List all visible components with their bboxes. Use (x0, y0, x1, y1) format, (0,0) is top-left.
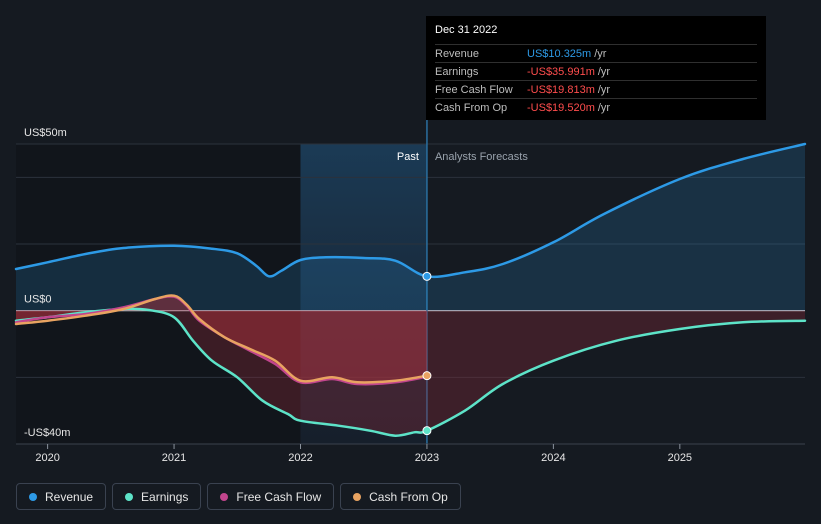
x-axis-label: 2023 (415, 452, 439, 464)
legend-item-earnings[interactable]: Earnings (112, 483, 202, 510)
tooltip-series-name: Revenue (435, 47, 480, 60)
forecast-label: Analysts Forecasts (435, 151, 528, 163)
y-axis-label: -US$40m (24, 427, 70, 439)
tooltip-series-value: -US$19.813m (527, 83, 595, 96)
past-label: Past (397, 151, 419, 163)
x-axis-label: 2025 (668, 452, 692, 464)
highlight-region (300, 144, 427, 444)
earnings-area (16, 308, 805, 436)
revenue-area (16, 144, 805, 311)
tooltip-row-free-cash-flow: Free Cash Flow -US$19.813m /yr (435, 80, 757, 98)
tooltip-series-unit: /yr (597, 65, 611, 78)
y-axis-label: US$50m (24, 127, 67, 139)
legend-label: Revenue (45, 489, 94, 504)
x-axis-label: 2022 (288, 452, 312, 464)
revenue-line (14, 142, 807, 279)
tooltip-row-revenue: Revenue US$10.325m /yr (435, 44, 757, 62)
tooltip-row-earnings: Earnings -US$35.991m /yr (435, 62, 757, 80)
legend-item-cash-from-op[interactable]: Cash From Op (340, 483, 461, 510)
legend-dot-icon (125, 492, 134, 501)
legend-label: Free Cash Flow (236, 489, 322, 504)
legend-dot-icon (353, 492, 362, 501)
tooltip-series-name: Earnings (435, 65, 479, 78)
legend-label: Earnings (141, 489, 189, 504)
legend-item-revenue[interactable]: Revenue (16, 483, 107, 510)
earnings-line (14, 307, 807, 437)
tooltip-series-unit: /yr (597, 101, 611, 114)
tooltip-series-value: -US$19.520m (527, 101, 595, 114)
cash-from-op-marker (422, 371, 432, 381)
legend-dot-icon (29, 492, 37, 501)
x-axis-label: 2020 (35, 452, 59, 464)
x-axis-label: 2021 (162, 452, 186, 464)
tooltip-series-name: Cash From Op (435, 101, 508, 114)
tooltip-date: Dec 31 2022 (435, 24, 498, 36)
tooltip-row-cash-from-op: Cash From Op -US$19.520m /yr (435, 98, 757, 116)
chart-legend: Revenue Earnings Free Cash Flow Cash Fro… (16, 483, 461, 510)
y-axis-label: US$0 (24, 294, 52, 306)
tooltip-series-unit: /yr (597, 83, 611, 96)
chart-tooltip: Dec 31 2022 Revenue US$10.325m /yr Earni… (426, 16, 766, 120)
cash-from-op-line (14, 294, 429, 384)
free-cash-flow-area (16, 296, 427, 385)
tooltip-series-value: -US$35.991m (527, 65, 595, 78)
legend-item-free-cash-flow[interactable]: Free Cash Flow (207, 483, 335, 510)
revenue-marker (422, 271, 432, 281)
legend-label: Cash From Op (369, 489, 448, 504)
tooltip-series-name: Free Cash Flow (435, 83, 513, 96)
earnings-marker (422, 426, 432, 436)
tooltip-series-unit: /yr (594, 47, 607, 60)
legend-dot-icon (220, 492, 229, 501)
tooltip-series-value: US$10.325m (527, 47, 592, 60)
x-axis-label: 2024 (541, 452, 565, 464)
